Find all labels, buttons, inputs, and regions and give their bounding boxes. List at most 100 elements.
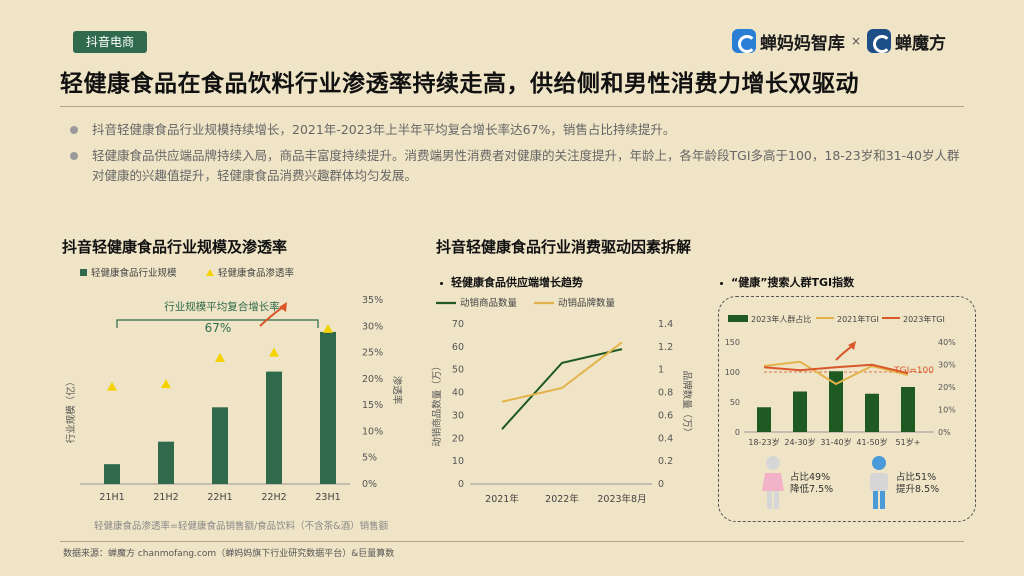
x-tick-label: 22H1 bbox=[207, 492, 232, 503]
cagr-value: 67% bbox=[205, 321, 232, 335]
y-tick-label: 100 bbox=[725, 368, 740, 377]
y-tick-label: 50 bbox=[452, 365, 464, 376]
x-tick-label: 21H1 bbox=[99, 492, 124, 503]
y2-tick-label: 0% bbox=[362, 479, 377, 490]
tgi-2023-line bbox=[763, 363, 909, 375]
y2-tick-label: 15% bbox=[362, 400, 383, 411]
y2-tick-label: 30% bbox=[362, 321, 383, 332]
y-tick-label: 40 bbox=[452, 388, 464, 399]
summary-bullets: 抖音轻健康食品行业规模持续增长，2021年-2023年上半年平均复合增长率达67… bbox=[68, 120, 968, 192]
scale-bar bbox=[104, 464, 120, 484]
supply-growth-chart: 动销商品数量 动销品牌数量 动销商品数量（万） 品牌数量（万） 01020304… bbox=[431, 297, 693, 505]
penetration-marker bbox=[269, 347, 279, 357]
y-tick-label: 30 bbox=[452, 410, 464, 421]
male-figure-icon bbox=[870, 456, 888, 509]
y2-tick-label: 1.4 bbox=[658, 319, 673, 330]
y2-axis-label: 品牌数量（万） bbox=[681, 371, 693, 438]
legend-tgi2023-label: 2023年TGI bbox=[903, 314, 945, 324]
y-tick-label: 60 bbox=[452, 342, 464, 353]
y2-tick-label: 35% bbox=[362, 295, 383, 306]
legend-products-label: 动销商品数量 bbox=[460, 297, 518, 309]
chart1-legend: 轻健康食品行业规模 轻健康食品渗透率 bbox=[80, 267, 295, 279]
y-tick-label: 150 bbox=[725, 338, 740, 347]
female-stats: 占比49% 降低7.5% bbox=[790, 472, 833, 496]
legend-brands-label: 动销品牌数量 bbox=[558, 297, 616, 309]
y-axis-label: 行业规模（亿） bbox=[65, 377, 77, 444]
share-bar bbox=[829, 371, 843, 432]
right-section-title: 抖音轻健康食品行业消费驱动因素拆解 bbox=[436, 238, 692, 256]
y2-tick-label: 0 bbox=[658, 479, 664, 490]
tgi-subtitle-text: “健康”搜索人群TGI指数 bbox=[731, 276, 855, 289]
y2-tick-label: 0.2 bbox=[658, 456, 673, 467]
female-change: 降低7.5% bbox=[790, 484, 834, 495]
products-line bbox=[501, 348, 623, 430]
scale-bar bbox=[320, 331, 336, 484]
legend-bar-swatch bbox=[728, 315, 748, 322]
page-title: 轻健康食品在食品饮料行业渗透率持续走高，供给侧和男性消费力增长双驱动 bbox=[60, 71, 859, 97]
chanmama-logo-icon bbox=[731, 29, 756, 53]
share-bar bbox=[757, 407, 771, 432]
penetration-marker bbox=[323, 323, 333, 333]
y-tick-label: 50 bbox=[730, 398, 740, 407]
tgi-subtitle: “健康”搜索人群TGI指数 bbox=[720, 274, 854, 290]
bullet-item: 抖音轻健康食品行业规模持续增长，2021年-2023年上半年平均复合增长率达67… bbox=[68, 120, 968, 140]
tgi-reference-label: TGI=100 bbox=[893, 366, 934, 376]
male-share: 占比51% bbox=[896, 472, 937, 483]
male-change: 提升8.5% bbox=[896, 484, 940, 495]
x-tick-label: 2021年 bbox=[485, 493, 519, 505]
x-tick-label: 24-30岁 bbox=[784, 437, 815, 447]
share-bar bbox=[865, 393, 879, 432]
tgi-chart: 2023年人群占比 2021年TGI 2023年TGI 0 50 100 150 0% 1… bbox=[725, 314, 956, 447]
scale-bar bbox=[266, 371, 282, 484]
legend-scale-label: 轻健康食品行业规模 bbox=[91, 267, 177, 279]
y2-tick-label: 5% bbox=[362, 453, 377, 464]
y-tick-label: 0 bbox=[458, 479, 464, 490]
chart2-legend: 动销商品数量 动销品牌数量 bbox=[436, 297, 616, 309]
supply-subtitle: 轻健康食品供应端增长趋势 bbox=[440, 274, 583, 290]
y2-tick-label: 20% bbox=[938, 383, 956, 392]
brand-a-name: 蝉妈妈智库 bbox=[759, 33, 845, 54]
brand-logos: 蝉妈妈智库 × 蝉魔方 bbox=[731, 26, 946, 56]
female-figure-icon bbox=[762, 456, 784, 509]
growth-arrowhead-icon bbox=[279, 302, 287, 312]
y-tick-label: 70 bbox=[452, 319, 464, 330]
scale-bar bbox=[212, 407, 228, 484]
y2-tick-label: 10% bbox=[362, 426, 383, 437]
y-tick-label: 0 bbox=[735, 428, 740, 437]
left-section-title: 抖音轻健康食品行业规模及渗透率 bbox=[62, 238, 288, 256]
legend-penetration-label: 轻健康食品渗透率 bbox=[218, 267, 295, 279]
x-tick-label: 18-23岁 bbox=[748, 437, 779, 447]
x-tick-label: 2022年 bbox=[545, 493, 579, 505]
legend-bar-swatch bbox=[80, 269, 87, 276]
category-tag: 抖音电商 bbox=[73, 31, 147, 53]
x-tick-label: 41-50岁 bbox=[856, 437, 887, 447]
penetration-marker bbox=[107, 381, 117, 391]
industry-scale-chart: 轻健康食品行业规模 轻健康食品渗透率 行业规模（亿） 渗透率 21H1 21H2 2… bbox=[65, 267, 403, 503]
x-tick-label: 51岁+ bbox=[896, 437, 921, 447]
penetration-marker bbox=[215, 352, 225, 362]
cagr-bracket bbox=[116, 319, 319, 328]
brands-line bbox=[501, 341, 623, 403]
share-bar bbox=[901, 387, 915, 432]
x-tick-label: 22H2 bbox=[261, 492, 286, 503]
female-share: 占比49% bbox=[790, 472, 831, 483]
bullet-dot-icon bbox=[440, 281, 443, 285]
y2-tick-label: 40% bbox=[938, 338, 956, 347]
x-tick-label: 2023年8月 bbox=[597, 493, 646, 505]
y2-tick-label: 0.8 bbox=[658, 388, 673, 399]
y-tick-label: 10 bbox=[452, 456, 464, 467]
legend-share-label: 2023年人群占比 bbox=[751, 314, 811, 324]
x-tick-label: 31-40岁 bbox=[820, 437, 851, 447]
penetration-formula-note: 轻健康食品渗透率=轻健康食品销售额/食品饮料（不含茶&酒）销售额 bbox=[94, 521, 389, 532]
y-tick-label: 20 bbox=[452, 433, 464, 444]
bullet-dot-icon bbox=[720, 281, 723, 285]
footer-divider bbox=[60, 541, 964, 542]
share-bar bbox=[793, 391, 807, 432]
male-stats: 占比51% 提升8.5% bbox=[896, 472, 939, 496]
bullet-item: 轻健康食品供应端品牌持续入局，商品丰富度持续提升。消费端男性消费者对健康的关注度… bbox=[68, 146, 968, 186]
y2-tick-label: 0.6 bbox=[658, 410, 673, 421]
tgi-arrowhead-icon bbox=[848, 341, 856, 350]
penetration-marker bbox=[161, 379, 171, 389]
y2-tick-label: 0% bbox=[938, 428, 951, 437]
